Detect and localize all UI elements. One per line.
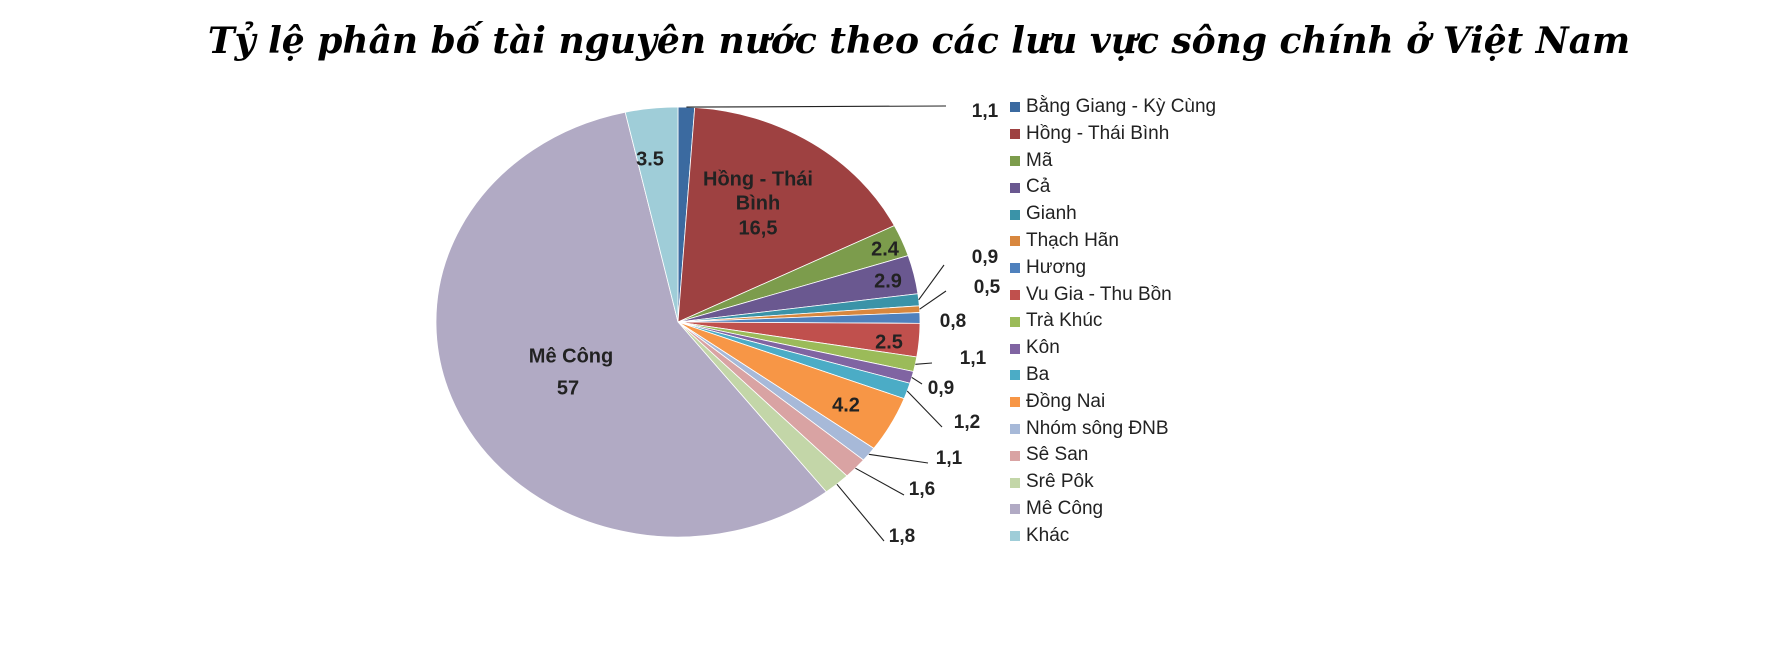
leader-line-gianh: [918, 264, 945, 301]
leader-line-nhom-song-dnb: [868, 453, 929, 464]
data-label-kon: 0,9: [928, 378, 954, 399]
legend-item-me-cong: Mê Công: [1010, 496, 1216, 523]
legend-swatch: [1010, 182, 1020, 193]
legend-item-vu-gia-thu-bon: Vu Gia - Thu Bồn: [1010, 282, 1216, 309]
legend-swatch: [1010, 155, 1020, 166]
data-label-thach-han: 0,5: [974, 277, 1001, 298]
legend-item-ca: Cả: [1010, 174, 1216, 201]
leader-line-se-san: [855, 467, 905, 496]
legend-label: Srê Pôk: [1026, 471, 1094, 493]
slice-name-hong-thai-binh-line1: Hồng - Thái: [703, 168, 813, 190]
chart-title: Tỷ lệ phân bố tài nguyên nước theo các l…: [207, 20, 1631, 62]
leader-line-bang-giang-ky-cung: [686, 105, 947, 108]
leader-line-thach-han: [919, 290, 947, 310]
legend-item-se-san: Sê San: [1010, 442, 1216, 469]
legend-item-sre-pok: Srê Pôk: [1010, 469, 1216, 496]
data-label-dong-nai: 4.2: [832, 394, 860, 416]
leader-lines: [686, 105, 947, 542]
legend-swatch: [1010, 531, 1020, 542]
data-label-ba: 1,2: [954, 412, 980, 433]
legend-swatch: [1010, 316, 1020, 327]
legend-label: Vu Gia - Thu Bồn: [1026, 283, 1172, 305]
data-label-se-san: 1,6: [909, 479, 935, 500]
legend-item-gianh: Gianh: [1010, 201, 1216, 228]
legend-item-thach-han: Thạch Hãn: [1010, 228, 1216, 255]
legend-swatch: [1010, 102, 1020, 113]
data-labels: 1,12.42.90,90,50,82.51,10,91,24.21,11,61…: [529, 101, 1001, 547]
legend-swatch: [1010, 423, 1020, 434]
data-label-ma: 2.4: [871, 238, 900, 260]
legend-label: Bằng Giang - Kỳ Cùng: [1026, 96, 1217, 117]
legend-label: Mê Công: [1026, 497, 1104, 519]
legend-swatch: [1010, 504, 1020, 515]
pie-slices: [435, 106, 921, 538]
legend-label: Nhóm sông ĐNB: [1026, 417, 1169, 439]
legend-label: Gianh: [1026, 203, 1077, 225]
legend: Bằng Giang - Kỳ Cùng Hồng - Thái Bình Mã Cả…: [1010, 94, 1216, 550]
legend-item-bang-giang-ky-cung: Bằng Giang - Kỳ Cùng: [1010, 94, 1216, 121]
legend-item-kon: Kôn: [1010, 335, 1216, 362]
legend-label: Kôn: [1026, 337, 1060, 359]
legend-swatch: [1010, 129, 1020, 140]
legend-swatch: [1010, 209, 1020, 220]
legend-swatch: [1010, 477, 1020, 488]
data-label-ca: 2.9: [874, 270, 902, 292]
legend-item-ba: Ba: [1010, 362, 1216, 389]
leader-line-ba: [906, 390, 943, 428]
legend-label: Hồng - Thái Bình: [1026, 122, 1170, 144]
leader-line-sre-pok: [836, 483, 885, 542]
pie-slice-hong-thai-binh: [677, 107, 895, 323]
leader-line-tra-khuc: [915, 362, 933, 365]
legend-item-huong: Hương: [1010, 255, 1216, 282]
data-label-hong-thai-binh: 16,5: [739, 217, 778, 239]
legend-item-tra-khuc: Trà Khúc: [1010, 308, 1216, 335]
legend-label: Hương: [1026, 256, 1087, 278]
legend-swatch: [1010, 343, 1020, 354]
legend-item-dong-nai: Đồng Nai: [1010, 389, 1216, 416]
pie-slice-me-cong: [435, 111, 827, 538]
leader-line-kon: [911, 376, 923, 385]
legend-swatch: [1010, 263, 1020, 274]
legend-item-nhom-song-dnb: Nhóm sông ĐNB: [1010, 416, 1216, 443]
data-label-sre-pok: 1,8: [889, 526, 915, 547]
data-label-gianh: 0,9: [972, 247, 998, 268]
data-label-vu-gia-thu-bon: 2.5: [875, 331, 903, 353]
legend-label: Trà Khúc: [1026, 310, 1103, 332]
legend-label: Cả: [1026, 176, 1051, 198]
legend-label: Khác: [1026, 524, 1070, 546]
legend-label: Đồng Nai: [1026, 390, 1106, 412]
legend-label: Sê San: [1026, 444, 1089, 466]
legend-label: Mã: [1026, 149, 1053, 171]
legend-label: Thạch Hãn: [1026, 229, 1119, 251]
pie-slice-khac: [624, 106, 679, 323]
legend-swatch: [1010, 370, 1020, 381]
data-label-bang-giang-ky-cung: 1,1: [972, 101, 999, 122]
data-label-tra-khuc: 1,1: [960, 348, 987, 369]
legend-label: Ba: [1026, 363, 1050, 385]
slice-name-me-cong: Mê Công: [529, 345, 613, 367]
legend-swatch: [1010, 450, 1020, 461]
data-label-nhom-song-dnb: 1,1: [936, 448, 963, 469]
data-label-me-cong: 57: [557, 377, 579, 399]
legend-swatch: [1010, 289, 1020, 300]
data-label-khac: 3.5: [636, 148, 664, 170]
legend-swatch: [1010, 397, 1020, 408]
legend-swatch: [1010, 236, 1020, 247]
slice-name-hong-thai-binh-line2: Bình: [736, 192, 780, 214]
legend-item-hong-thai-binh: Hồng - Thái Bình: [1010, 121, 1216, 148]
data-label-huong: 0,8: [940, 311, 966, 332]
legend-item-ma: Mã: [1010, 148, 1216, 175]
legend-item-khac: Khác: [1010, 523, 1216, 550]
